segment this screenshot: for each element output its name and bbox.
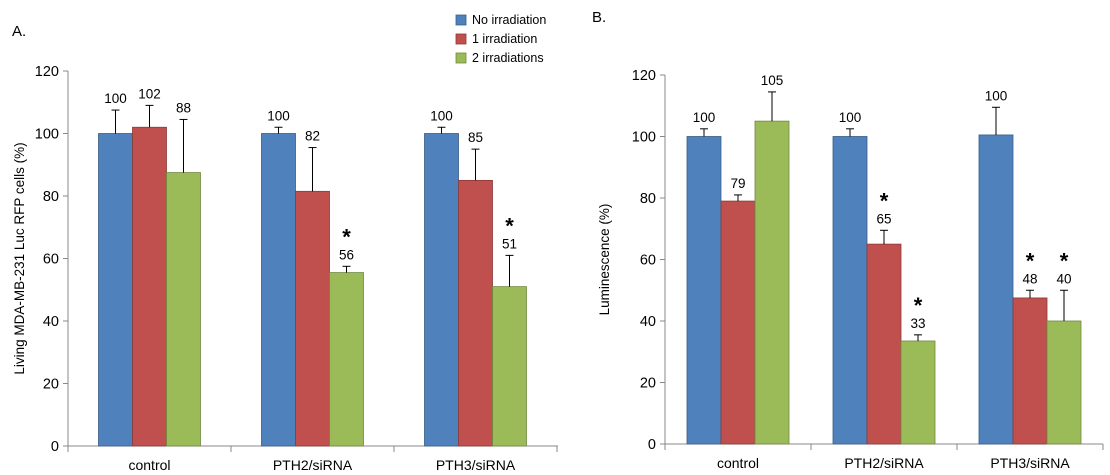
x-tick-label: control	[128, 457, 170, 473]
data-label: 33	[910, 316, 925, 331]
bar	[492, 286, 527, 447]
y-tick-label: 120	[632, 68, 656, 84]
significance-asterisk: *	[1026, 248, 1035, 273]
bar	[329, 272, 364, 447]
legend-label-1-irradiation: 1 irradiation	[472, 32, 537, 46]
y-tick-label: 80	[640, 191, 656, 207]
bar	[261, 133, 296, 447]
legend-swatch-1-irradiation	[455, 33, 467, 45]
bar	[98, 133, 133, 447]
y-tick-label: 20	[640, 376, 656, 392]
panel-b-label: B.	[592, 9, 606, 26]
legend-item: No irradiation	[455, 13, 546, 27]
bar	[866, 243, 902, 445]
data-label: 100	[985, 88, 1008, 103]
data-label: 40	[1056, 271, 1071, 286]
y-tick-label: 0	[648, 437, 656, 453]
y-tick-label: 100	[632, 130, 656, 146]
y-tick-label: 100	[35, 127, 59, 143]
y-axis-label: Luminescence (%)	[597, 204, 612, 316]
bar	[166, 172, 201, 447]
data-label: 88	[176, 100, 191, 115]
y-tick-label: 120	[35, 64, 59, 80]
data-label: 56	[339, 247, 354, 262]
y-tick-label: 40	[43, 314, 59, 330]
y-tick-label: 60	[640, 253, 656, 269]
y-tick-label: 40	[640, 314, 656, 330]
panel-a-label: A.	[12, 23, 26, 40]
data-label: 82	[305, 129, 320, 144]
data-label: 79	[730, 176, 745, 191]
chart-panel-a: 0 20 40 60 80 100 120 Living MDA-MB-231 Luc RFP…	[12, 64, 558, 473]
bar	[832, 136, 868, 445]
bar	[900, 340, 936, 445]
bar	[720, 200, 756, 445]
chart-panel-b: 0 20 40 60 80 100 120 Luminescence (%) control PT…	[597, 68, 1104, 471]
legend-label-2-irradiations: 2 irradiations	[472, 51, 544, 65]
x-tick-label: PTH2/siRNA	[273, 457, 353, 473]
data-label: 100	[693, 110, 716, 125]
data-label: 51	[502, 236, 517, 251]
legend-item: 1 irradiation	[455, 32, 537, 46]
bar	[686, 136, 722, 445]
significance-asterisk: *	[342, 224, 351, 249]
legend: No irradiation 1 irradiation 2 irradiati…	[455, 13, 546, 65]
significance-asterisk: *	[505, 213, 514, 238]
significance-asterisk: *	[914, 293, 923, 318]
data-label: 48	[1022, 271, 1037, 286]
data-label: 100	[430, 108, 453, 123]
bar	[1046, 320, 1082, 445]
y-tick-label: 0	[51, 439, 59, 455]
data-label: 105	[761, 73, 784, 88]
y-tick-label: 80	[43, 189, 59, 205]
x-tick-label: control	[717, 455, 759, 471]
bar	[754, 120, 790, 445]
bar	[458, 179, 493, 447]
bar	[132, 126, 167, 447]
significance-asterisk: *	[880, 188, 889, 213]
data-label: 100	[104, 91, 127, 106]
data-label: 85	[468, 130, 483, 145]
legend-label-no-irradiation: No irradiation	[472, 13, 546, 27]
bar	[978, 134, 1014, 445]
bar	[295, 190, 330, 447]
data-label: 102	[138, 86, 161, 101]
data-label: 100	[839, 110, 862, 125]
y-tick-label: 60	[43, 252, 59, 268]
data-label: 65	[876, 211, 891, 226]
legend-swatch-2-irradiations	[455, 52, 467, 64]
y-tick-label: 20	[43, 377, 59, 393]
x-tick-label: PTH3/siRNA	[990, 455, 1070, 471]
y-axis-label: Living MDA-MB-231 Luc RFP cells (%)	[12, 142, 27, 374]
bar	[1012, 297, 1048, 445]
legend-swatch-no-irradiation	[455, 14, 467, 26]
legend-item: 2 irradiations	[455, 51, 544, 65]
bar	[424, 133, 459, 447]
data-label: 100	[267, 108, 290, 123]
x-tick-label: PTH2/siRNA	[844, 455, 924, 471]
significance-asterisk: *	[1060, 248, 1069, 273]
x-tick-label: PTH3/siRNA	[436, 457, 516, 473]
